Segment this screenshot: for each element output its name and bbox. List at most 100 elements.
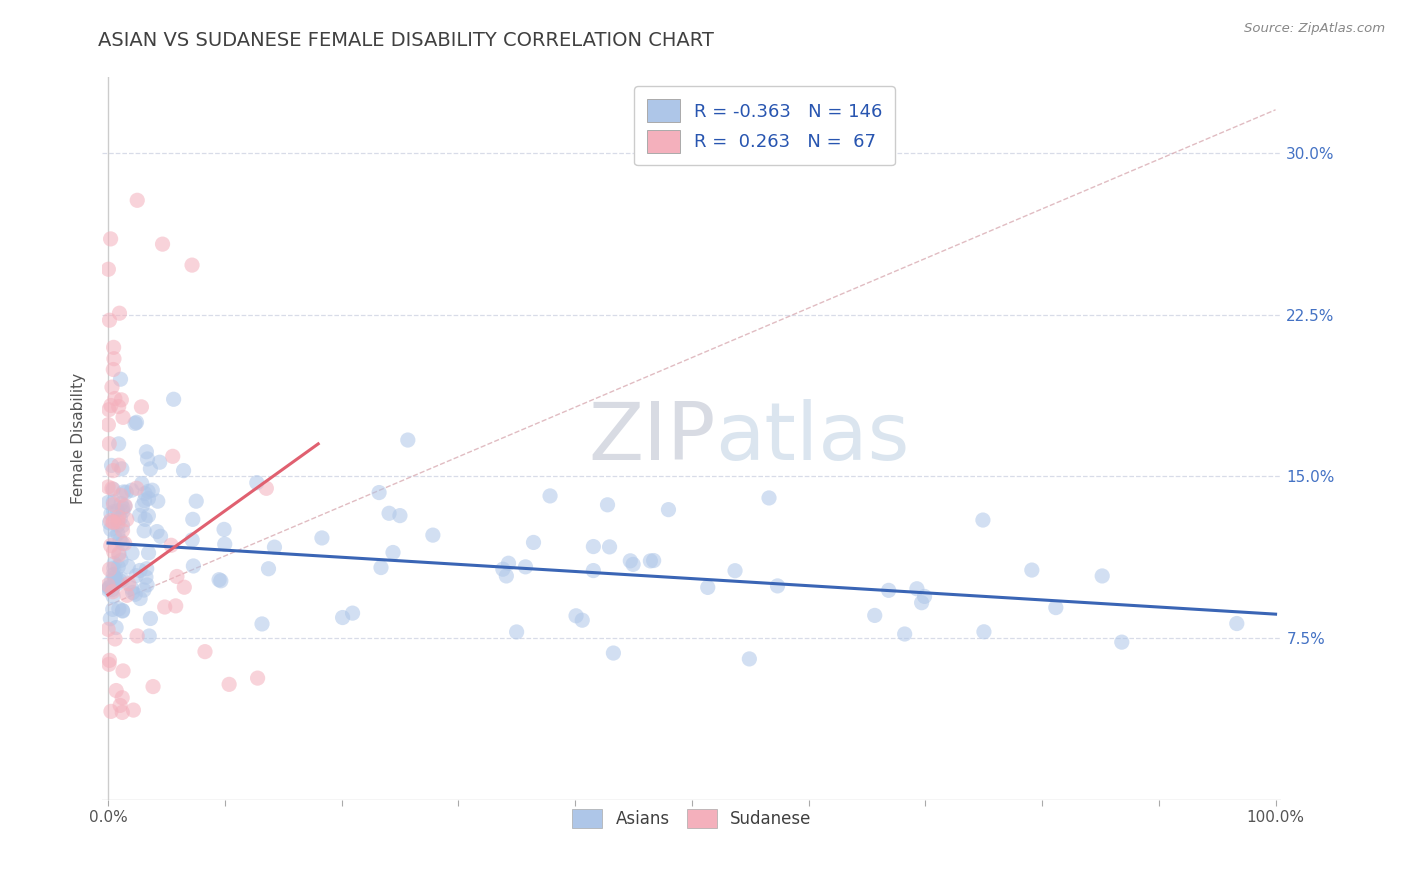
Text: ZIP: ZIP (588, 400, 716, 477)
Point (129, 564, 152, 578)
Point (505, 624, 527, 639)
Point (108, 601, 131, 615)
Point (173, 580, 195, 594)
Point (101, 380, 124, 394)
Point (152, 237, 174, 252)
Point (138, 629, 160, 643)
Point (136, 484, 159, 499)
Point (972, 513, 994, 527)
Point (108, 546, 131, 560)
Point (332, 610, 354, 624)
Point (165, 599, 187, 613)
Point (135, 570, 157, 584)
Point (382, 545, 405, 559)
Text: Source: ZipAtlas.com: Source: ZipAtlas.com (1244, 22, 1385, 36)
Point (112, 485, 135, 500)
Y-axis label: Female Disability: Female Disability (72, 373, 86, 504)
Point (100, 507, 122, 521)
Point (134, 493, 156, 508)
Point (98, 580, 121, 594)
Point (110, 497, 132, 511)
Point (114, 499, 136, 513)
Point (111, 462, 134, 476)
Point (257, 562, 280, 576)
Text: ASIAN VS SUDANESE FEMALE DISABILITY CORRELATION CHART: ASIAN VS SUDANESE FEMALE DISABILITY CORR… (98, 31, 714, 50)
Point (619, 554, 641, 568)
Point (111, 500, 134, 515)
Point (105, 576, 128, 591)
Point (111, 706, 134, 720)
Point (263, 540, 285, 554)
Point (1045, 600, 1067, 615)
Point (522, 535, 544, 549)
Point (101, 589, 124, 603)
Point (104, 632, 127, 646)
Point (103, 571, 125, 585)
Point (142, 680, 165, 694)
Point (186, 494, 208, 508)
Point (107, 515, 129, 529)
Point (107, 400, 129, 414)
Point (640, 554, 662, 568)
Point (173, 464, 195, 478)
Point (153, 600, 176, 615)
Point (311, 531, 333, 545)
Point (492, 562, 515, 576)
Point (98, 516, 121, 530)
Point (110, 553, 132, 567)
Point (110, 511, 132, 525)
Point (124, 417, 146, 431)
Point (162, 450, 184, 464)
Point (124, 587, 146, 601)
Point (108, 306, 131, 320)
Point (1091, 569, 1114, 583)
Point (138, 491, 160, 506)
Point (107, 559, 129, 574)
Point (973, 624, 995, 639)
Point (388, 508, 411, 523)
Point (101, 482, 124, 496)
Point (100, 574, 122, 589)
Point (515, 559, 537, 574)
Point (134, 486, 156, 500)
Point (724, 564, 747, 578)
Point (111, 690, 134, 705)
Point (643, 553, 665, 567)
Point (422, 528, 444, 542)
Point (107, 437, 129, 451)
Point (103, 561, 125, 575)
Point (246, 671, 269, 685)
Point (115, 512, 138, 526)
Point (103, 515, 125, 529)
Point (111, 573, 134, 587)
Point (131, 400, 153, 414)
Point (125, 481, 148, 495)
Point (111, 536, 134, 550)
Point (103, 483, 125, 497)
Point (863, 608, 886, 623)
Point (208, 573, 231, 587)
Point (1226, 616, 1249, 631)
Point (97, 402, 120, 417)
Point (149, 529, 172, 543)
Point (105, 621, 128, 635)
Point (104, 392, 127, 406)
Point (602, 646, 624, 660)
Point (766, 579, 789, 593)
Point (104, 566, 127, 581)
Point (110, 372, 132, 386)
Point (97, 495, 120, 509)
Point (110, 488, 132, 502)
Point (103, 504, 125, 518)
Point (181, 258, 204, 272)
Point (101, 516, 124, 530)
Point (98, 313, 121, 327)
Point (100, 705, 122, 719)
Point (112, 410, 135, 425)
Point (103, 495, 125, 509)
Point (738, 652, 761, 666)
Point (100, 539, 122, 553)
Point (758, 491, 780, 505)
Point (103, 362, 125, 376)
Point (181, 512, 204, 526)
